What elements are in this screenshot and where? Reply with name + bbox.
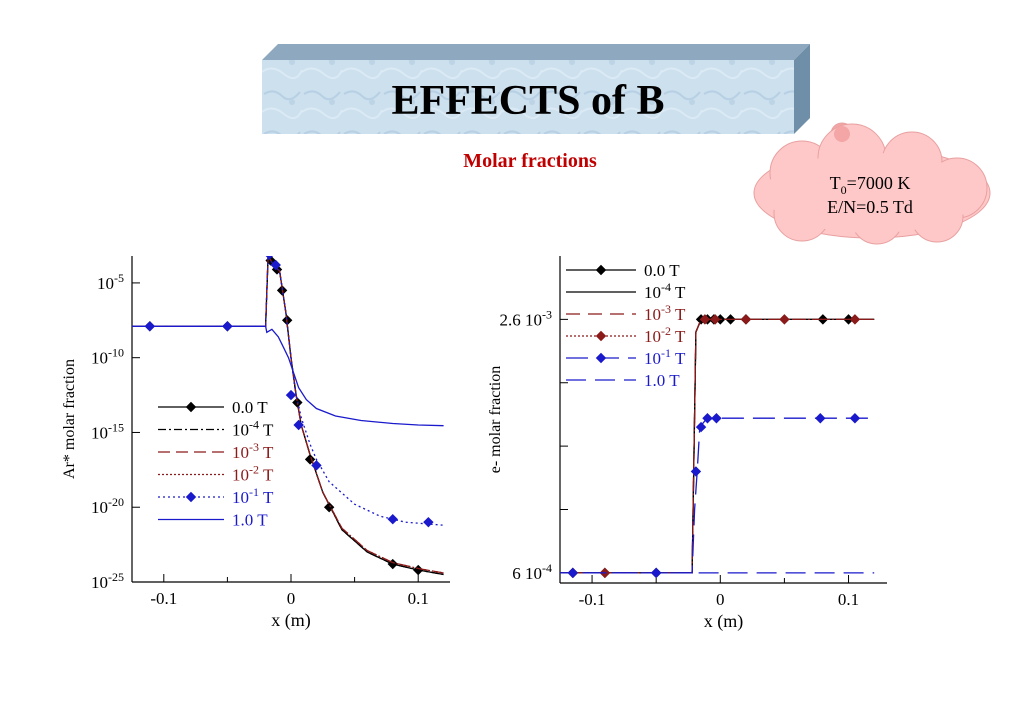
condition-callout: T0=7000 K E/N=0.5 Td — [753, 122, 991, 245]
data-point-c2s5 — [711, 413, 722, 424]
series-line-c1s2 — [132, 256, 444, 576]
plot-series — [560, 314, 875, 579]
callout-field: E/N=0.5 Td — [827, 197, 913, 217]
series-line-c1s4 — [132, 256, 444, 574]
data-point-c2s4 — [779, 314, 790, 325]
legend-marker-c2s5 — [595, 352, 607, 364]
data-point-c2s5 — [815, 413, 826, 424]
data-point-c2s5 — [849, 413, 861, 424]
data-point-c1s5 — [387, 513, 398, 525]
callout-temperature: T0=7000 K — [830, 173, 911, 197]
data-point-c2s4 — [699, 314, 711, 325]
x-tick-label: 0 — [716, 590, 725, 609]
chart-e-molar-fraction: -0.1 0 0.1 2.6 10-3 6 10-4 x (m) e- molar frac… — [487, 256, 887, 632]
data-point-c1s5 — [311, 460, 322, 471]
legend-marker-c1s5 — [185, 491, 197, 503]
title-banner: EFFECTS of B — [262, 44, 810, 134]
legend-label-c1s1: 0.0 T — [232, 398, 268, 417]
y-tick-label: 10-5 — [97, 271, 124, 293]
series-line-c1s1 — [132, 256, 444, 576]
legend-marker-c1s1 — [185, 401, 197, 413]
page-title: EFFECTS of B — [391, 78, 664, 124]
legend-label-c1s2: 10-4 T — [232, 418, 274, 440]
data-point-c1s5 — [285, 389, 297, 401]
data-point-c1s5 — [293, 419, 304, 431]
data-point-c2s4 — [709, 314, 721, 325]
y-tick-label: 10-20 — [91, 495, 124, 517]
y-tick-label: 6 10-4 — [512, 561, 552, 583]
legend-label-c2s1: 0.0 T — [644, 261, 680, 280]
legend-label-c2s4: 10-2 T — [644, 324, 686, 346]
series-line-c1s6 — [132, 325, 444, 427]
x-tick-label: 0 — [287, 589, 296, 608]
page-subtitle: Molar fractions — [463, 150, 597, 172]
x-tick-label: -0.1 — [150, 589, 177, 608]
series-line-c1s3 — [132, 256, 444, 574]
legend-label-c1s6: 1.0 T — [232, 511, 268, 530]
legend-label-c2s3: 10-3 T — [644, 302, 686, 324]
x-tick-label: 0.1 — [838, 590, 859, 609]
legend-marker-c2s1 — [595, 264, 607, 276]
series-line-c2s5 — [560, 417, 875, 574]
legend-label-c2s6: 1.0 T — [644, 371, 680, 390]
x-axis-label: x (m) — [271, 610, 311, 631]
chart-ar-molar-fraction: -0.1 0 0.1 10-5 10-10 10-15 10-20 10-25 x (m) Ar*… — [61, 256, 450, 631]
data-point-c2s4 — [740, 314, 752, 325]
x-tick-label: 0.1 — [408, 589, 429, 608]
data-point-c1s5 — [270, 259, 281, 271]
data-point-c2s5 — [690, 466, 702, 477]
y-tick-label: 10-10 — [91, 346, 124, 368]
y-axis-label: e- molar fraction — [487, 366, 504, 474]
legend-marker-c2s4 — [595, 330, 607, 342]
data-point-c2s5 — [702, 413, 713, 424]
data-point-c1s5 — [265, 256, 274, 260]
data-point-c2s5 — [695, 421, 707, 433]
x-axis-label: x (m) — [704, 611, 744, 632]
legend-label-c2s5: 10-1 T — [644, 346, 686, 368]
x-tick-label: -0.1 — [579, 590, 606, 609]
data-point-c1s5 — [423, 516, 434, 528]
y-tick-label: 10-25 — [91, 570, 124, 592]
y-tick-label: 10-15 — [91, 420, 124, 442]
y-tick-label: 2.6 10-3 — [500, 307, 553, 329]
plot-series — [132, 256, 444, 576]
legend-label-c1s5: 10-1 T — [232, 485, 274, 507]
legend-label-c1s3: 10-3 T — [232, 440, 274, 462]
legend-label-c1s4: 10-2 T — [232, 463, 274, 485]
y-axis-label: Ar* molar fraction — [61, 359, 78, 479]
data-point-c2s4 — [849, 314, 861, 325]
series-line-c2s3 — [560, 318, 875, 574]
series-line-c1s5 — [132, 256, 444, 526]
legend-label-c2s2: 10-4 T — [644, 280, 686, 302]
